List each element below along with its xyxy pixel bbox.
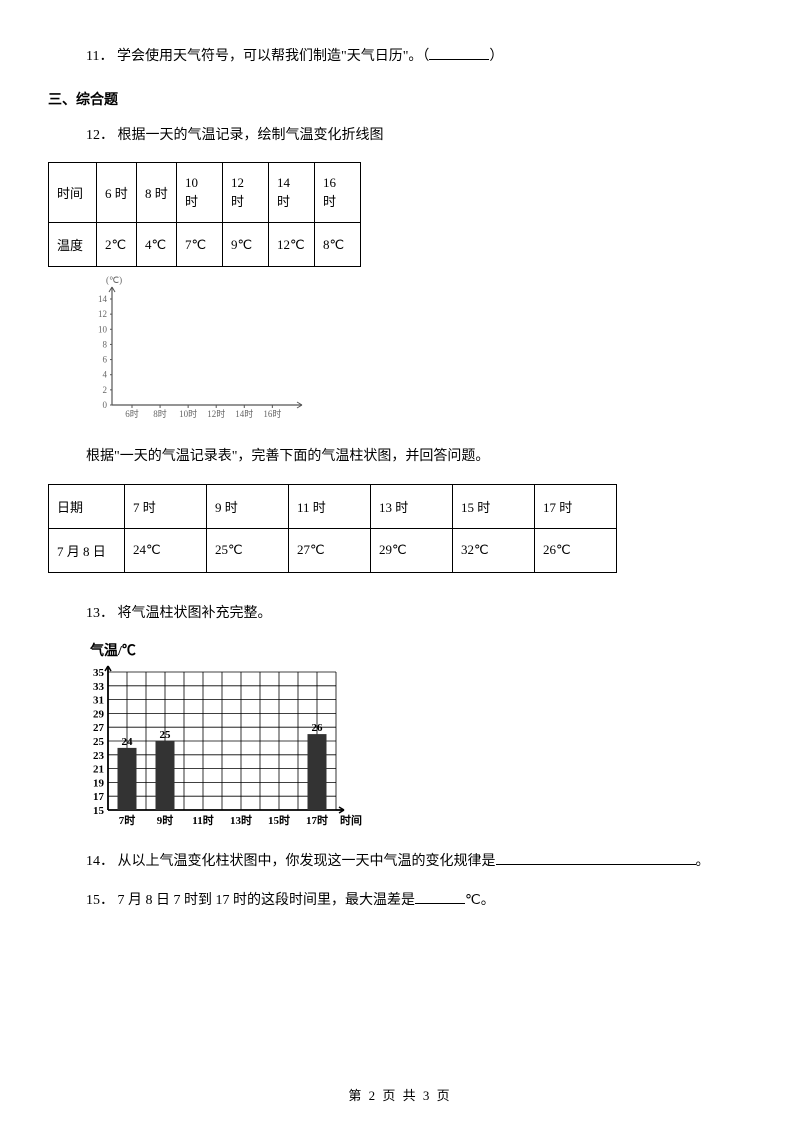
svg-text:25: 25: [160, 729, 172, 741]
t2-h3: 11 时: [289, 484, 371, 528]
t2-d0: 7 月 8 日: [49, 528, 125, 572]
bar-chart: 气温/℃ 35 3331 29 27 25 2321 19 17 15 7时 9时 11时 13时 15时…: [76, 640, 752, 835]
svg-text:17: 17: [93, 791, 105, 803]
svg-text:24: 24: [122, 736, 134, 748]
t1-d1: 2℃: [97, 223, 137, 267]
q15-num: 15．: [86, 893, 114, 908]
svg-text:12: 12: [98, 310, 107, 320]
q13-num: 13．: [86, 606, 114, 621]
svg-text:17时: 17时: [306, 813, 328, 827]
t2-h1: 7 时: [125, 484, 207, 528]
q12-num: 12．: [86, 128, 114, 143]
question-13: 13． 将气温柱状图补充完整。: [86, 601, 752, 626]
t2-d5: 32℃: [453, 528, 535, 572]
svg-text:33: 33: [93, 681, 105, 693]
t1-h2: 8 时: [137, 163, 177, 223]
t1-h4: 12 时: [223, 163, 269, 223]
q14-text-b: 。: [696, 854, 710, 869]
q14-num: 14．: [86, 854, 114, 869]
svg-text:4: 4: [103, 370, 108, 380]
t1-h3: 10 时: [177, 163, 223, 223]
table-row: 时间 6 时 8 时 10 时 12 时 14 时 16 时: [49, 163, 361, 223]
t2-d6: 26℃: [535, 528, 617, 572]
t1-d5: 12℃: [269, 223, 315, 267]
t1-d6: 8℃: [315, 223, 361, 267]
page-footer: 第 2 页 共 3 页: [0, 1085, 800, 1104]
t2-h5: 15 时: [453, 484, 535, 528]
question-12: 12． 根据一天的气温记录，绘制气温变化折线图: [86, 123, 752, 148]
intro-text-2: 根据"一天的气温记录表"，完善下面的气温柱状图，并回答问题。: [86, 444, 752, 469]
t1-h0: 时间: [49, 163, 97, 223]
table-row: 温度 2℃ 4℃ 7℃ 9℃ 12℃ 8℃: [49, 223, 361, 267]
svg-text:23: 23: [93, 750, 105, 762]
q15-text-a: 7 月 8 日 7 时到 17 时的这段时间里，最大温差是: [118, 893, 416, 908]
svg-text:(℃): (℃): [106, 275, 122, 285]
q15-text-b: ℃。: [465, 893, 495, 908]
svg-text:26: 26: [312, 722, 324, 734]
q14-blank[interactable]: [496, 851, 696, 865]
svg-text:25: 25: [93, 736, 105, 748]
q12-text: 根据一天的气温记录，绘制气温变化折线图: [118, 128, 384, 143]
svg-text:35: 35: [93, 667, 105, 679]
svg-text:11时: 11时: [192, 813, 213, 827]
table-2: 日期 7 时 9 时 11 时 13 时 15 时 17 时 7 月 8 日 2…: [48, 484, 617, 573]
svg-text:15: 15: [93, 805, 105, 817]
t1-h5: 14 时: [269, 163, 315, 223]
t2-h6: 17 时: [535, 484, 617, 528]
svg-text:10时: 10时: [179, 408, 197, 419]
bar-chart-title: 气温/℃: [90, 640, 752, 660]
q11-num: 11．: [86, 49, 113, 64]
q15-blank[interactable]: [415, 890, 465, 904]
svg-text:8: 8: [103, 340, 108, 350]
svg-text:19: 19: [93, 777, 105, 789]
svg-text:29: 29: [93, 708, 105, 720]
svg-text:时间: 时间: [340, 813, 362, 827]
t1-d0: 温度: [49, 223, 97, 267]
svg-text:10: 10: [98, 325, 108, 335]
t2-d4: 29℃: [371, 528, 453, 572]
question-15: 15． 7 月 8 日 7 时到 17 时的这段时间里，最大温差是 ℃。: [86, 888, 752, 913]
q14-text-a: 从以上气温变化柱状图中，你发现这一天中气温的变化规律是: [118, 854, 496, 869]
t2-h4: 13 时: [371, 484, 453, 528]
svg-text:12时: 12时: [207, 408, 225, 419]
q11-text: 学会使用天气符号，可以帮我们制造"天气日历"。（: [117, 49, 429, 64]
table-row: 日期 7 时 9 时 11 时 13 时 15 时 17 时: [49, 484, 617, 528]
svg-text:0: 0: [103, 400, 108, 410]
t1-d3: 7℃: [177, 223, 223, 267]
t1-d4: 9℃: [223, 223, 269, 267]
svg-text:16时: 16时: [263, 408, 281, 419]
blank-line-chart: (℃) 14 12 10 8 6 4 2 0 6时 8时 10时 12时 14时 16时: [82, 275, 752, 430]
q11-blank[interactable]: [429, 46, 489, 60]
svg-text:8时: 8时: [153, 408, 167, 419]
table-1: 时间 6 时 8 时 10 时 12 时 14 时 16 时 温度 2℃ 4℃ …: [48, 162, 361, 267]
t2-d3: 27℃: [289, 528, 371, 572]
t2-h2: 9 时: [207, 484, 289, 528]
t1-h1: 6 时: [97, 163, 137, 223]
question-11: 11． 学会使用天气符号，可以帮我们制造"天气日历"。（ ）: [86, 44, 752, 69]
svg-text:9时: 9时: [157, 813, 174, 827]
t1-d2: 4℃: [137, 223, 177, 267]
svg-text:21: 21: [93, 763, 104, 775]
t2-d2: 25℃: [207, 528, 289, 572]
t2-h0: 日期: [49, 484, 125, 528]
svg-text:14时: 14时: [235, 408, 253, 419]
q13-text: 将气温柱状图补充完整。: [118, 606, 272, 621]
svg-text:27: 27: [93, 722, 105, 734]
svg-text:31: 31: [93, 694, 104, 706]
svg-text:2: 2: [103, 385, 108, 395]
t2-d1: 24℃: [125, 528, 207, 572]
svg-text:14: 14: [98, 294, 108, 304]
svg-text:6时: 6时: [125, 408, 139, 419]
svg-text:13时: 13时: [230, 813, 252, 827]
q11-close: ）: [489, 49, 503, 64]
table-row: 7 月 8 日 24℃ 25℃ 27℃ 29℃ 32℃ 26℃: [49, 528, 617, 572]
question-14: 14． 从以上气温变化柱状图中，你发现这一天中气温的变化规律是 。: [86, 849, 752, 874]
svg-text:6: 6: [103, 355, 108, 365]
svg-text:15时: 15时: [268, 813, 290, 827]
svg-text:7时: 7时: [119, 813, 136, 827]
t1-h6: 16 时: [315, 163, 361, 223]
section-3-header: 三、综合题: [48, 89, 752, 109]
